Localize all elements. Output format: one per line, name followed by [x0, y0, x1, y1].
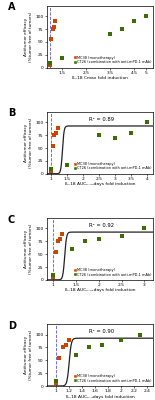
Point [54, 18, 56, 25]
Point [109, 31, 111, 38]
Point [120, 336, 122, 343]
Point [56, 124, 59, 131]
Point [50, 168, 53, 174]
Point [139, 331, 142, 338]
Legend: MC38 (monotherapy), CT26 (combination with anti-mPD-1 mAb): MC38 (monotherapy), CT26 (combination wi… [74, 55, 152, 65]
Point [65, 342, 67, 348]
Point [59, 236, 61, 242]
Point [55, 130, 57, 136]
Text: R² = 0.89: R² = 0.89 [89, 117, 114, 122]
Point [68, 336, 70, 343]
Y-axis label: Antitumor efficacy
(%tumor free of tumors): Antitumor efficacy (%tumor free of tumor… [24, 118, 33, 168]
Point [143, 225, 146, 232]
Point [51, 26, 54, 32]
Point [49, 62, 51, 68]
Point [50, 166, 53, 172]
Point [54, 248, 57, 255]
Point [52, 142, 54, 149]
Point [100, 342, 103, 348]
Point [146, 119, 148, 126]
Y-axis label: Antitumor efficacy
(%tumor free of tumors): Antitumor efficacy (%tumor free of tumor… [24, 330, 33, 380]
Text: R² = 0.92: R² = 0.92 [89, 223, 114, 228]
Legend: MC38 (monotherapy), CT26 (combination with anti-mPD-1 mAb): MC38 (monotherapy), CT26 (combination wi… [74, 374, 152, 383]
Point [52, 272, 55, 278]
Y-axis label: Antitumor efficacy
(%tumor free of tumors): Antitumor efficacy (%tumor free of tumor… [24, 224, 33, 274]
Point [55, 378, 58, 384]
Point [98, 236, 100, 242]
Point [120, 233, 123, 240]
Text: B: B [8, 108, 15, 118]
Point [52, 274, 55, 280]
Point [70, 246, 73, 252]
Point [133, 18, 135, 25]
Legend: MC38 (monotherapy), CT26 (combination with anti-mPD-1 mAb): MC38 (monotherapy), CT26 (combination wi… [74, 162, 152, 171]
Y-axis label: Antitumor efficacy
(%tumor free of tumors): Antitumor efficacy (%tumor free of tumor… [24, 12, 33, 62]
Point [61, 55, 63, 62]
Text: D: D [8, 321, 16, 331]
Point [50, 36, 53, 43]
Legend: MC38 (monotherapy), CT26 (combination with anti-mPD-1 mAb): MC38 (monotherapy), CT26 (combination wi… [74, 268, 152, 277]
X-axis label: IL-18 AUC₀₋₁₄days fold induction: IL-18 AUC₀₋₁₄days fold induction [65, 182, 135, 186]
Point [66, 161, 69, 168]
X-axis label: IL-18 Cmax fold induction: IL-18 Cmax fold induction [72, 76, 128, 80]
Point [87, 344, 90, 351]
Point [53, 132, 56, 138]
X-axis label: IL-18 AUC₀₋₃days fold induction: IL-18 AUC₀₋₃days fold induction [66, 394, 134, 398]
Point [121, 26, 123, 32]
Point [62, 344, 64, 351]
Point [145, 13, 147, 20]
Point [74, 352, 77, 358]
Point [114, 135, 116, 141]
Point [57, 238, 59, 244]
X-axis label: IL-18 AUC₀₋₂₁days fold induction: IL-18 AUC₀₋₂₁days fold induction [65, 288, 135, 292]
Text: C: C [8, 214, 15, 224]
Point [130, 130, 132, 136]
Point [84, 238, 86, 244]
Point [61, 230, 64, 237]
Point [49, 59, 51, 66]
Text: A: A [8, 2, 16, 12]
Point [98, 132, 100, 138]
Text: R² = 0.90: R² = 0.90 [89, 329, 114, 334]
Point [55, 380, 58, 387]
Point [58, 354, 61, 361]
Point [53, 23, 55, 30]
